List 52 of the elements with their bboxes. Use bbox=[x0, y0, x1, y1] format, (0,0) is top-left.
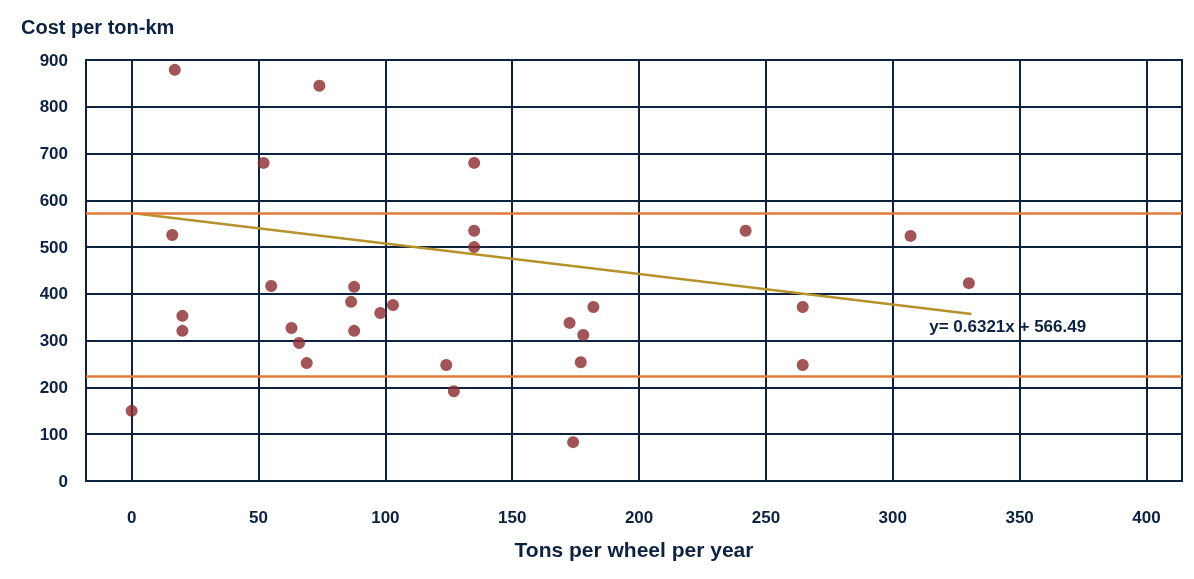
point bbox=[374, 307, 387, 320]
y-tick-label: 300 bbox=[39, 331, 68, 351]
point bbox=[176, 309, 189, 322]
y-tick-label: 800 bbox=[39, 97, 68, 117]
point bbox=[386, 299, 399, 312]
x-tick-label: 0 bbox=[126, 508, 137, 527]
chart-title: Cost per ton-km bbox=[21, 16, 175, 38]
x-tick-label: 300 bbox=[878, 508, 907, 527]
point bbox=[574, 356, 587, 369]
y-tick-label: 400 bbox=[39, 284, 68, 304]
point bbox=[168, 63, 181, 76]
point bbox=[563, 316, 576, 329]
point bbox=[447, 385, 460, 398]
x-tick-label: 350 bbox=[1005, 508, 1034, 527]
y-tick-label: 100 bbox=[39, 424, 68, 444]
point bbox=[265, 279, 278, 292]
x-tick-label: 50 bbox=[249, 508, 268, 527]
point bbox=[739, 224, 752, 237]
point bbox=[293, 337, 306, 349]
point bbox=[468, 241, 481, 254]
point bbox=[904, 229, 917, 242]
point bbox=[796, 358, 809, 371]
x-tick-label: 100 bbox=[371, 508, 400, 527]
point bbox=[348, 280, 361, 293]
point bbox=[166, 228, 179, 241]
x-tick-label: 150 bbox=[498, 508, 527, 527]
point bbox=[567, 436, 580, 449]
point bbox=[962, 277, 975, 290]
y-tick-label: 700 bbox=[39, 144, 68, 164]
y-tick-label: 200 bbox=[39, 377, 68, 397]
point bbox=[577, 329, 590, 342]
point bbox=[125, 404, 138, 417]
x-axis-title: Tons per wheel per year bbox=[514, 538, 754, 561]
y-tick-label: 900 bbox=[39, 50, 68, 70]
point bbox=[587, 300, 600, 313]
y-tick-label: 0 bbox=[58, 471, 68, 491]
x-tick-label: 200 bbox=[624, 508, 654, 527]
point bbox=[257, 156, 270, 169]
x-tick-label: 400 bbox=[1132, 508, 1161, 527]
point bbox=[176, 324, 189, 337]
point bbox=[313, 79, 326, 92]
point bbox=[348, 324, 361, 337]
point bbox=[285, 322, 298, 335]
y-tick-label: 500 bbox=[39, 237, 68, 257]
point bbox=[345, 295, 358, 308]
point bbox=[468, 156, 481, 169]
point bbox=[440, 358, 453, 371]
point bbox=[468, 224, 481, 237]
point bbox=[796, 300, 809, 313]
x-tick-label: 250 bbox=[751, 508, 781, 527]
point bbox=[300, 357, 313, 370]
y-tick-label: 600 bbox=[39, 190, 68, 210]
